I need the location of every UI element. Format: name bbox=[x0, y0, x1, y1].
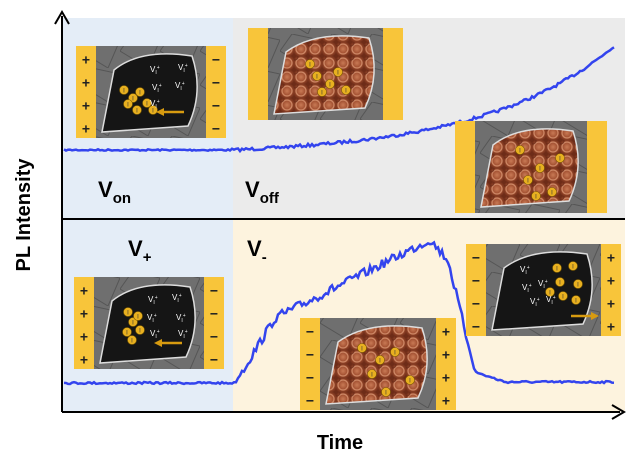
vacancy-sup: + bbox=[185, 63, 188, 69]
figure: ++++−−−−IIIIIIIVI+VI+VI+VI+VI+IIIIIIIIII… bbox=[0, 0, 628, 457]
electrode bbox=[248, 28, 268, 120]
electrode-sign: + bbox=[442, 323, 450, 339]
vacancy-sup: + bbox=[179, 293, 182, 299]
electrode-sign: + bbox=[82, 97, 90, 113]
electrode-sign: − bbox=[210, 282, 218, 298]
electrode-sign: + bbox=[607, 295, 615, 311]
x-axis-label: Time bbox=[317, 432, 363, 454]
electrode-sign: + bbox=[607, 318, 615, 334]
electrode-sign: + bbox=[442, 346, 450, 362]
electrode-sign: + bbox=[607, 249, 615, 265]
electrode-sign: − bbox=[306, 369, 314, 385]
electrode-sign: − bbox=[212, 97, 220, 113]
electrode-sign: + bbox=[80, 351, 88, 367]
electrode-sign: − bbox=[210, 351, 218, 367]
electrode-sign: + bbox=[80, 328, 88, 344]
electrode-sign: + bbox=[82, 74, 90, 90]
vacancy-sup: + bbox=[157, 99, 160, 105]
vacancy-sup: + bbox=[527, 265, 530, 271]
electrode-sign: − bbox=[210, 328, 218, 344]
electrode-sign: + bbox=[80, 282, 88, 298]
vacancy-sup: + bbox=[183, 313, 186, 319]
label-sub: on bbox=[113, 190, 131, 207]
vacancy-sup: + bbox=[529, 283, 532, 289]
vacancy-sup: + bbox=[553, 295, 556, 301]
electrode-sign: − bbox=[472, 249, 480, 265]
vacancy-sup: + bbox=[185, 329, 188, 335]
label-main: V bbox=[245, 177, 260, 202]
label-sub: - bbox=[262, 249, 267, 266]
electrode-sign: − bbox=[472, 272, 480, 288]
electrode bbox=[587, 121, 607, 213]
electrode bbox=[455, 121, 475, 213]
electrode-sign: + bbox=[442, 392, 450, 408]
electrode-sign: − bbox=[210, 305, 218, 321]
electrode-sign: − bbox=[212, 120, 220, 136]
label-main: V bbox=[128, 236, 143, 261]
electrode-sign: − bbox=[212, 74, 220, 90]
vacancy-sup: + bbox=[157, 329, 160, 335]
label-main: V bbox=[247, 236, 262, 261]
electrode bbox=[383, 28, 403, 120]
vacancy-sup: + bbox=[154, 313, 157, 319]
electrode-sign: − bbox=[472, 318, 480, 334]
electrode-sign: + bbox=[82, 51, 90, 67]
electrode-sign: − bbox=[212, 51, 220, 67]
electrode-sign: + bbox=[80, 305, 88, 321]
vacancy-sup: + bbox=[159, 83, 162, 89]
vacancy-sup: + bbox=[537, 297, 540, 303]
electrode-sign: − bbox=[306, 323, 314, 339]
label-main: V bbox=[98, 177, 113, 202]
vacancy-sup: + bbox=[157, 65, 160, 71]
electrode-sign: + bbox=[607, 272, 615, 288]
electrode-sign: − bbox=[306, 346, 314, 362]
electrode-sign: + bbox=[442, 369, 450, 385]
label-sub: + bbox=[143, 249, 152, 266]
electrode-sign: − bbox=[306, 392, 314, 408]
vacancy-sup: + bbox=[545, 279, 548, 285]
vacancy-sup: + bbox=[182, 81, 185, 87]
y-axis-label: PL Intensity bbox=[13, 158, 35, 272]
electrode-sign: − bbox=[472, 295, 480, 311]
electrode-sign: + bbox=[82, 120, 90, 136]
vacancy-sup: + bbox=[155, 295, 158, 301]
label-sub: off bbox=[260, 190, 280, 207]
